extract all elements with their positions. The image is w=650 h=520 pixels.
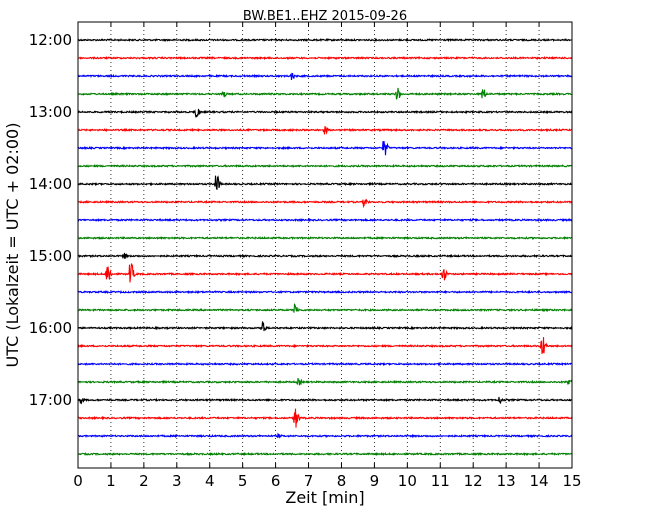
seismogram-trace bbox=[77, 55, 573, 61]
seismogram-trace bbox=[77, 175, 573, 190]
x-tick-label: 4 bbox=[205, 472, 215, 490]
y-tick-label: 16:00 bbox=[29, 319, 72, 337]
x-tick-label: 6 bbox=[271, 472, 281, 490]
seismogram-trace bbox=[77, 72, 573, 80]
seismogram-trace bbox=[77, 408, 573, 428]
plot-frame bbox=[77, 21, 573, 469]
x-tick-label: 15 bbox=[562, 472, 581, 490]
y-tick-label: 14:00 bbox=[29, 175, 72, 193]
seismogram-trace bbox=[77, 126, 573, 135]
seismogram-trace bbox=[77, 217, 573, 223]
x-tick-label: 12 bbox=[464, 472, 483, 490]
y-tick-label: 12:00 bbox=[29, 31, 72, 49]
seismogram-trace bbox=[77, 378, 573, 386]
x-tick-label: 8 bbox=[337, 472, 347, 490]
x-tick-label: 10 bbox=[398, 472, 417, 490]
x-tick-label: 11 bbox=[431, 472, 450, 490]
seismogram-trace bbox=[77, 337, 573, 354]
x-tick-label: 7 bbox=[304, 472, 314, 490]
tick-layer: 0 1 2 3 4 5 6 7 8 9 10 11 12 13 14 1512:0013:0014:0015:… bbox=[29, 22, 582, 490]
x-tick-label: 0 bbox=[73, 472, 83, 490]
seismogram-trace bbox=[77, 289, 573, 295]
trace-layer bbox=[77, 37, 573, 457]
seismogram-trace bbox=[77, 141, 573, 156]
x-tick-label: 13 bbox=[497, 472, 516, 490]
x-tick-label: 1 bbox=[106, 472, 116, 490]
seismogram-trace bbox=[77, 302, 573, 313]
y-axis-label: UTC (Lokalzeit = UTC + 02:00) bbox=[3, 123, 22, 368]
y-tick-label: 15:00 bbox=[29, 247, 72, 265]
x-tick-label: 3 bbox=[172, 472, 182, 490]
seismogram-trace bbox=[77, 252, 573, 260]
seismogram-trace bbox=[77, 235, 573, 241]
seismogram-trace bbox=[77, 108, 573, 118]
seismogram-trace bbox=[77, 87, 573, 100]
plot-background bbox=[78, 22, 572, 468]
x-tick-label: 2 bbox=[139, 472, 149, 490]
seismogram-trace bbox=[77, 263, 573, 283]
chart-title: BW.BE1..EHZ 2015-09-26 bbox=[243, 9, 407, 24]
seismogram-trace bbox=[77, 37, 573, 43]
seismogram-trace bbox=[77, 198, 573, 209]
seismogram-trace bbox=[77, 361, 572, 367]
y-tick-label: 17:00 bbox=[29, 391, 72, 409]
x-tick-label: 5 bbox=[238, 472, 248, 490]
seismogram-trace bbox=[77, 432, 573, 439]
seismogram-trace bbox=[77, 163, 573, 169]
seismogram-trace bbox=[77, 321, 573, 332]
x-axis-label: Zeit [min] bbox=[285, 488, 364, 507]
x-tick-label: 14 bbox=[530, 472, 549, 490]
seismogram-trace bbox=[77, 451, 573, 457]
seismogram-trace bbox=[77, 396, 573, 405]
y-tick-label: 13:00 bbox=[29, 103, 72, 121]
x-tick-label: 9 bbox=[370, 472, 380, 490]
